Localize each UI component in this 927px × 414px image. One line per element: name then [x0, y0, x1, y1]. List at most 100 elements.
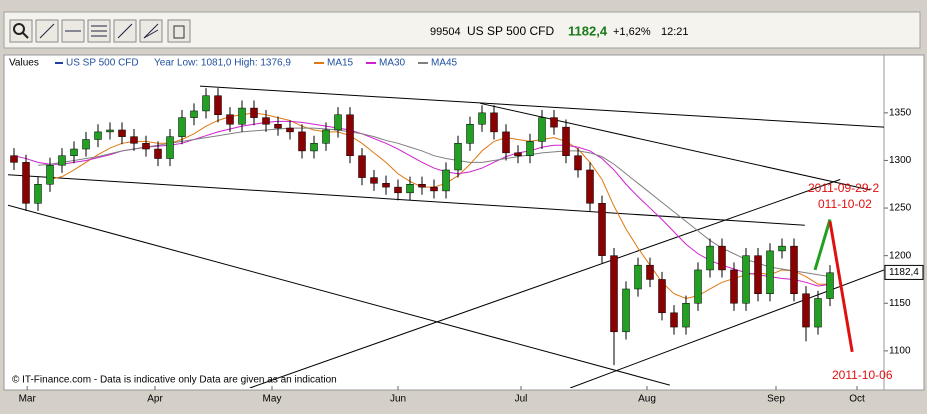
candle-body [754, 255, 762, 294]
candle-body [778, 245, 786, 252]
candle-body [598, 203, 606, 256]
candle-body [334, 114, 342, 131]
forecast-line [828, 221, 854, 353]
line-icon [39, 23, 55, 39]
fan-icon [143, 29, 159, 39]
candle-body [82, 139, 90, 150]
candle-body [94, 131, 102, 140]
candle-body [346, 114, 354, 156]
y-tick-label: 1250 [889, 203, 912, 214]
candle-body [382, 183, 390, 188]
candle-body [70, 148, 78, 156]
toolbar-buttons [9, 19, 191, 43]
candle-body [22, 162, 30, 204]
trendline [8, 204, 670, 386]
candle-body [718, 245, 726, 271]
candle-body [682, 303, 690, 328]
candle-body [202, 95, 210, 112]
candle-body [166, 136, 174, 159]
symbol-code: 99504 [430, 26, 461, 38]
forecast-label: 2011-09-29-2 [808, 181, 879, 195]
candle-body [574, 155, 582, 171]
candle-body [442, 169, 450, 192]
candle-body [58, 155, 66, 166]
x-tick-label: May [263, 394, 282, 405]
candle-body [766, 250, 774, 294]
last-price-label: 1182,4 [889, 267, 919, 278]
legend-label: MA15 [327, 58, 354, 69]
candle-body [190, 110, 198, 118]
candle-body [250, 107, 258, 118]
candle-body [34, 184, 42, 204]
footer: © IT-Finance.com - Data is indicative on… [12, 375, 337, 386]
candle-body [670, 312, 678, 328]
candle-body [466, 124, 474, 144]
forecast-line [813, 219, 832, 271]
plot-area [8, 85, 884, 388]
year-range: Year Low: 1081,0 High: 1376,9 [154, 58, 291, 69]
candle-body [214, 95, 222, 115]
candle-body [706, 245, 714, 271]
candle-body [646, 264, 654, 280]
candle-body [238, 107, 246, 125]
forecast-label: 011-10-02 [818, 197, 872, 211]
candle-body [310, 143, 318, 152]
candle-body [790, 245, 798, 294]
candle-body [454, 143, 462, 171]
x-tick-label: Mar [19, 394, 37, 405]
legend-label: US SP 500 CFD [66, 58, 139, 69]
candle-body [610, 255, 618, 333]
candle-body [394, 186, 402, 194]
x-tick-label: Sep [767, 394, 785, 405]
candle-body [826, 272, 834, 299]
change: +1,62% [613, 26, 651, 38]
legend-label: MA45 [431, 58, 458, 69]
x-tick-label: Oct [849, 394, 865, 405]
y-tick-label: 1200 [889, 250, 912, 261]
zoom-icon [22, 32, 29, 39]
zoom-button[interactable] [9, 19, 33, 43]
x-tick-label: Apr [147, 394, 163, 405]
candle-body [118, 129, 126, 137]
forecast-label: 2011-10-06 [832, 368, 893, 382]
candle-body [562, 126, 570, 156]
candle-body [226, 114, 234, 125]
candle-body [478, 112, 486, 125]
candle-body [178, 117, 186, 137]
candle-body [322, 129, 330, 144]
y-tick-label: 1150 [889, 298, 911, 309]
y-tick-label: 1300 [889, 155, 912, 166]
x-tick-label: Aug [638, 394, 656, 405]
candle-body [622, 288, 630, 333]
candle-body [550, 117, 558, 128]
trendline [8, 174, 805, 226]
x-tick-label: Jul [515, 394, 528, 405]
candle-body [142, 143, 150, 150]
candle-body [106, 129, 114, 133]
trendline [249, 179, 841, 388]
last-price-box [884, 264, 924, 280]
candle-body [274, 124, 282, 129]
candle-body [430, 186, 438, 192]
fan-icon [143, 23, 159, 39]
candle-body [742, 255, 750, 304]
candle-body [46, 164, 54, 185]
legend-label: MA30 [379, 58, 406, 69]
candle-body [814, 298, 822, 328]
price: 1182,4 [568, 23, 608, 38]
candle-body [634, 264, 642, 290]
candle-body [730, 269, 738, 304]
candle-body [802, 293, 810, 328]
trendline [199, 85, 884, 128]
candle-body [526, 141, 534, 156]
time: 12:21 [661, 26, 689, 38]
delete-button[interactable] [167, 19, 191, 43]
symbol-name: US SP 500 CFD [467, 24, 554, 38]
candle-body [286, 127, 294, 133]
candle-body [370, 177, 378, 184]
channel-icon [117, 23, 133, 39]
candle-body [490, 112, 498, 133]
candle-body [262, 117, 270, 125]
